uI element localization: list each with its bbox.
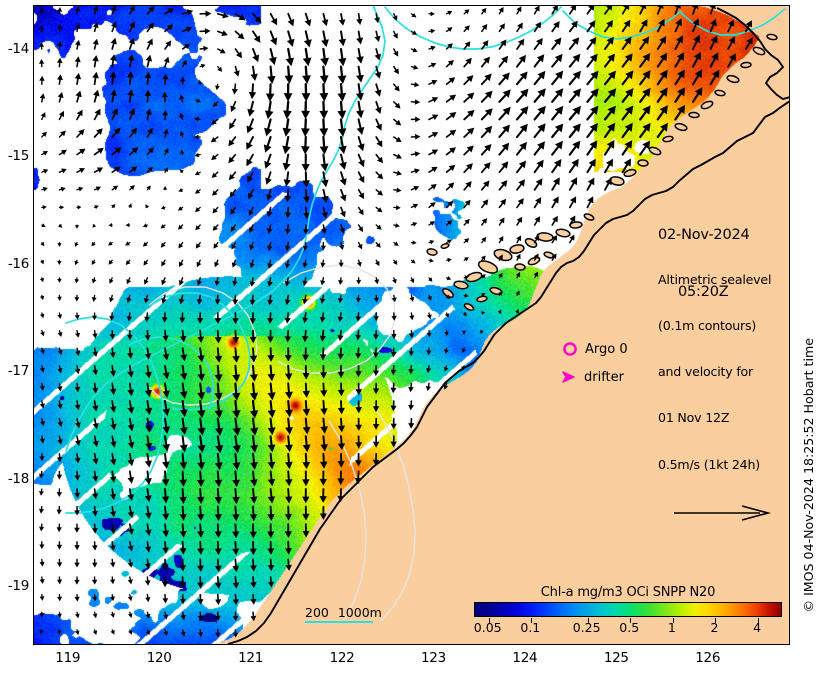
info-line-5: 0.5m/s (1kt 24h)	[658, 456, 760, 472]
colorbar-tick-label: 4	[753, 620, 762, 635]
x-tick-label: 124	[512, 650, 538, 666]
coastline	[227, 7, 790, 645]
colorbar-tick	[488, 618, 490, 623]
y-axis-latitude: -14 -15 -16 -17 -18 -19	[0, 0, 29, 680]
info-line-2: (0.1m contours)	[658, 318, 757, 334]
date-text: 02-Nov-2024	[658, 227, 750, 243]
x-tick-label: 121	[238, 650, 264, 666]
x-tick-label: 125	[603, 650, 629, 666]
velocity-reference-arrow-icon	[674, 505, 772, 521]
argo-legend-row: Argo 0	[562, 341, 628, 357]
y-tick-label: -18	[7, 470, 29, 487]
drifter-legend-row: drifter	[560, 369, 624, 385]
colorbar-tick-label: 1	[667, 620, 676, 635]
datetime-annotation: 02-Nov-2024 05:20Z	[658, 188, 750, 340]
colorbar-title: Chl-a mg/m3 OCi SNPP N20	[540, 585, 716, 600]
scalebar-label-1000: 1000m	[337, 605, 382, 620]
info-line-4: 01 Nov 12Z	[658, 410, 730, 426]
colorbar-tick-label: 0.05	[473, 620, 502, 635]
x-tick-label: 120	[146, 650, 172, 666]
colorbar-tick-label: 0.25	[572, 620, 601, 635]
drifter-arrowhead-icon	[562, 371, 575, 383]
copyright-credit: © IMOS 04-Nov-2024 18:25:52 Hobart time	[801, 338, 816, 613]
colorbar-tick	[630, 618, 632, 623]
colorbar-gradient	[474, 602, 782, 623]
x-tick-label: 126	[695, 650, 721, 666]
scalebar-contour-line	[305, 621, 373, 623]
time-text: 05:20Z	[678, 284, 729, 300]
map-overlay-vectors-contours-coastline	[39, 5, 790, 645]
velocity-vector-field	[39, 5, 753, 638]
colorbar-tick	[531, 618, 533, 623]
colorbar-tick	[672, 618, 674, 623]
colorbar-tick	[587, 618, 589, 623]
y-tick-label: -14	[7, 41, 29, 58]
argo-circle-icon	[563, 342, 577, 356]
altimetry-info-annotation: Altimetric sealevel (0.1m contours) and …	[658, 241, 777, 553]
colorbar-tick	[758, 618, 760, 623]
colorbar-tick-label: 0.1	[520, 620, 541, 635]
y-tick-label: -15	[7, 148, 29, 165]
x-axis-longitude: 119 120 121 122 123 124 125 126	[0, 650, 820, 674]
info-line-1: Altimetric sealevel	[658, 271, 772, 287]
colorbar-tick	[715, 618, 717, 623]
scalebar-label-200: 200	[305, 605, 329, 620]
x-tick-label: 123	[421, 650, 446, 666]
y-tick-label: -16	[7, 255, 29, 272]
colorbar-legend: Chl-a mg/m3 OCi SNPP N20 0.05 0.1 0.25 0.5 1…	[474, 585, 782, 635]
argo-legend-label: Argo 0	[585, 341, 628, 357]
bathymetry-scale-legend: 200 1000m	[305, 605, 382, 623]
x-tick-label: 119	[55, 650, 81, 666]
y-tick-label: -17	[7, 363, 29, 380]
info-line-3: and velocity for	[658, 364, 754, 380]
colorbar-tick-label: 2	[710, 620, 719, 635]
map-plot-area[interactable]	[33, 5, 790, 645]
y-tick-label: -19	[7, 577, 29, 594]
x-tick-label: 122	[329, 650, 355, 666]
colorbar-tick-label: 0.5	[619, 620, 640, 635]
drifter-legend-label: drifter	[584, 369, 624, 385]
